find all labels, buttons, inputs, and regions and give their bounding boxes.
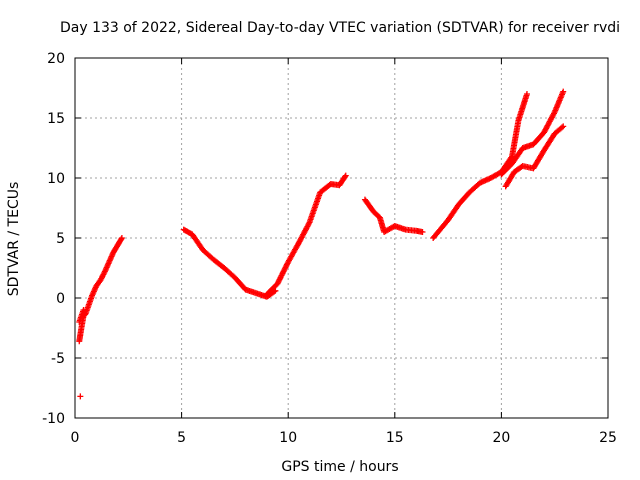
x-tick-label: 15 <box>386 430 404 446</box>
x-tick-label: 5 <box>177 430 186 446</box>
data-point <box>276 276 283 283</box>
y-tick-label: 15 <box>47 111 65 127</box>
data-point <box>341 173 348 180</box>
data-point <box>118 236 125 243</box>
y-axis-label: SDTVAR / TECUs <box>6 182 22 297</box>
data-point <box>560 123 567 130</box>
y-tick-label: -5 <box>51 351 65 367</box>
data-point <box>342 172 349 179</box>
data-point <box>559 124 566 131</box>
data-point <box>77 393 84 400</box>
axis-ticks: 0 5 10 15 20 25 -10 -5 0 5 10 15 20 <box>42 51 617 446</box>
x-tick-label: 0 <box>71 430 80 446</box>
y-tick-label: 5 <box>56 231 65 247</box>
data-points <box>76 88 567 400</box>
x-tick-label: 25 <box>599 430 617 446</box>
y-tick-label: 0 <box>56 291 65 307</box>
data-point <box>80 307 87 313</box>
data-point <box>523 91 530 97</box>
y-tick-label: 10 <box>47 171 65 187</box>
data-point <box>118 235 125 241</box>
data-point <box>560 88 567 95</box>
x-tick-label: 10 <box>279 430 297 446</box>
data-point <box>279 269 286 276</box>
y-tick-label: -10 <box>42 411 65 427</box>
x-axis-label: GPS time / hours <box>281 459 398 475</box>
data-point <box>283 263 290 270</box>
y-tick-label: 20 <box>47 51 65 67</box>
data-point <box>508 154 515 161</box>
x-tick-label: 20 <box>492 430 510 446</box>
chart-title: Day 133 of 2022, Sidereal Day-to-day VTE… <box>60 20 620 36</box>
data-point <box>419 229 426 235</box>
grid-lines <box>75 58 608 418</box>
